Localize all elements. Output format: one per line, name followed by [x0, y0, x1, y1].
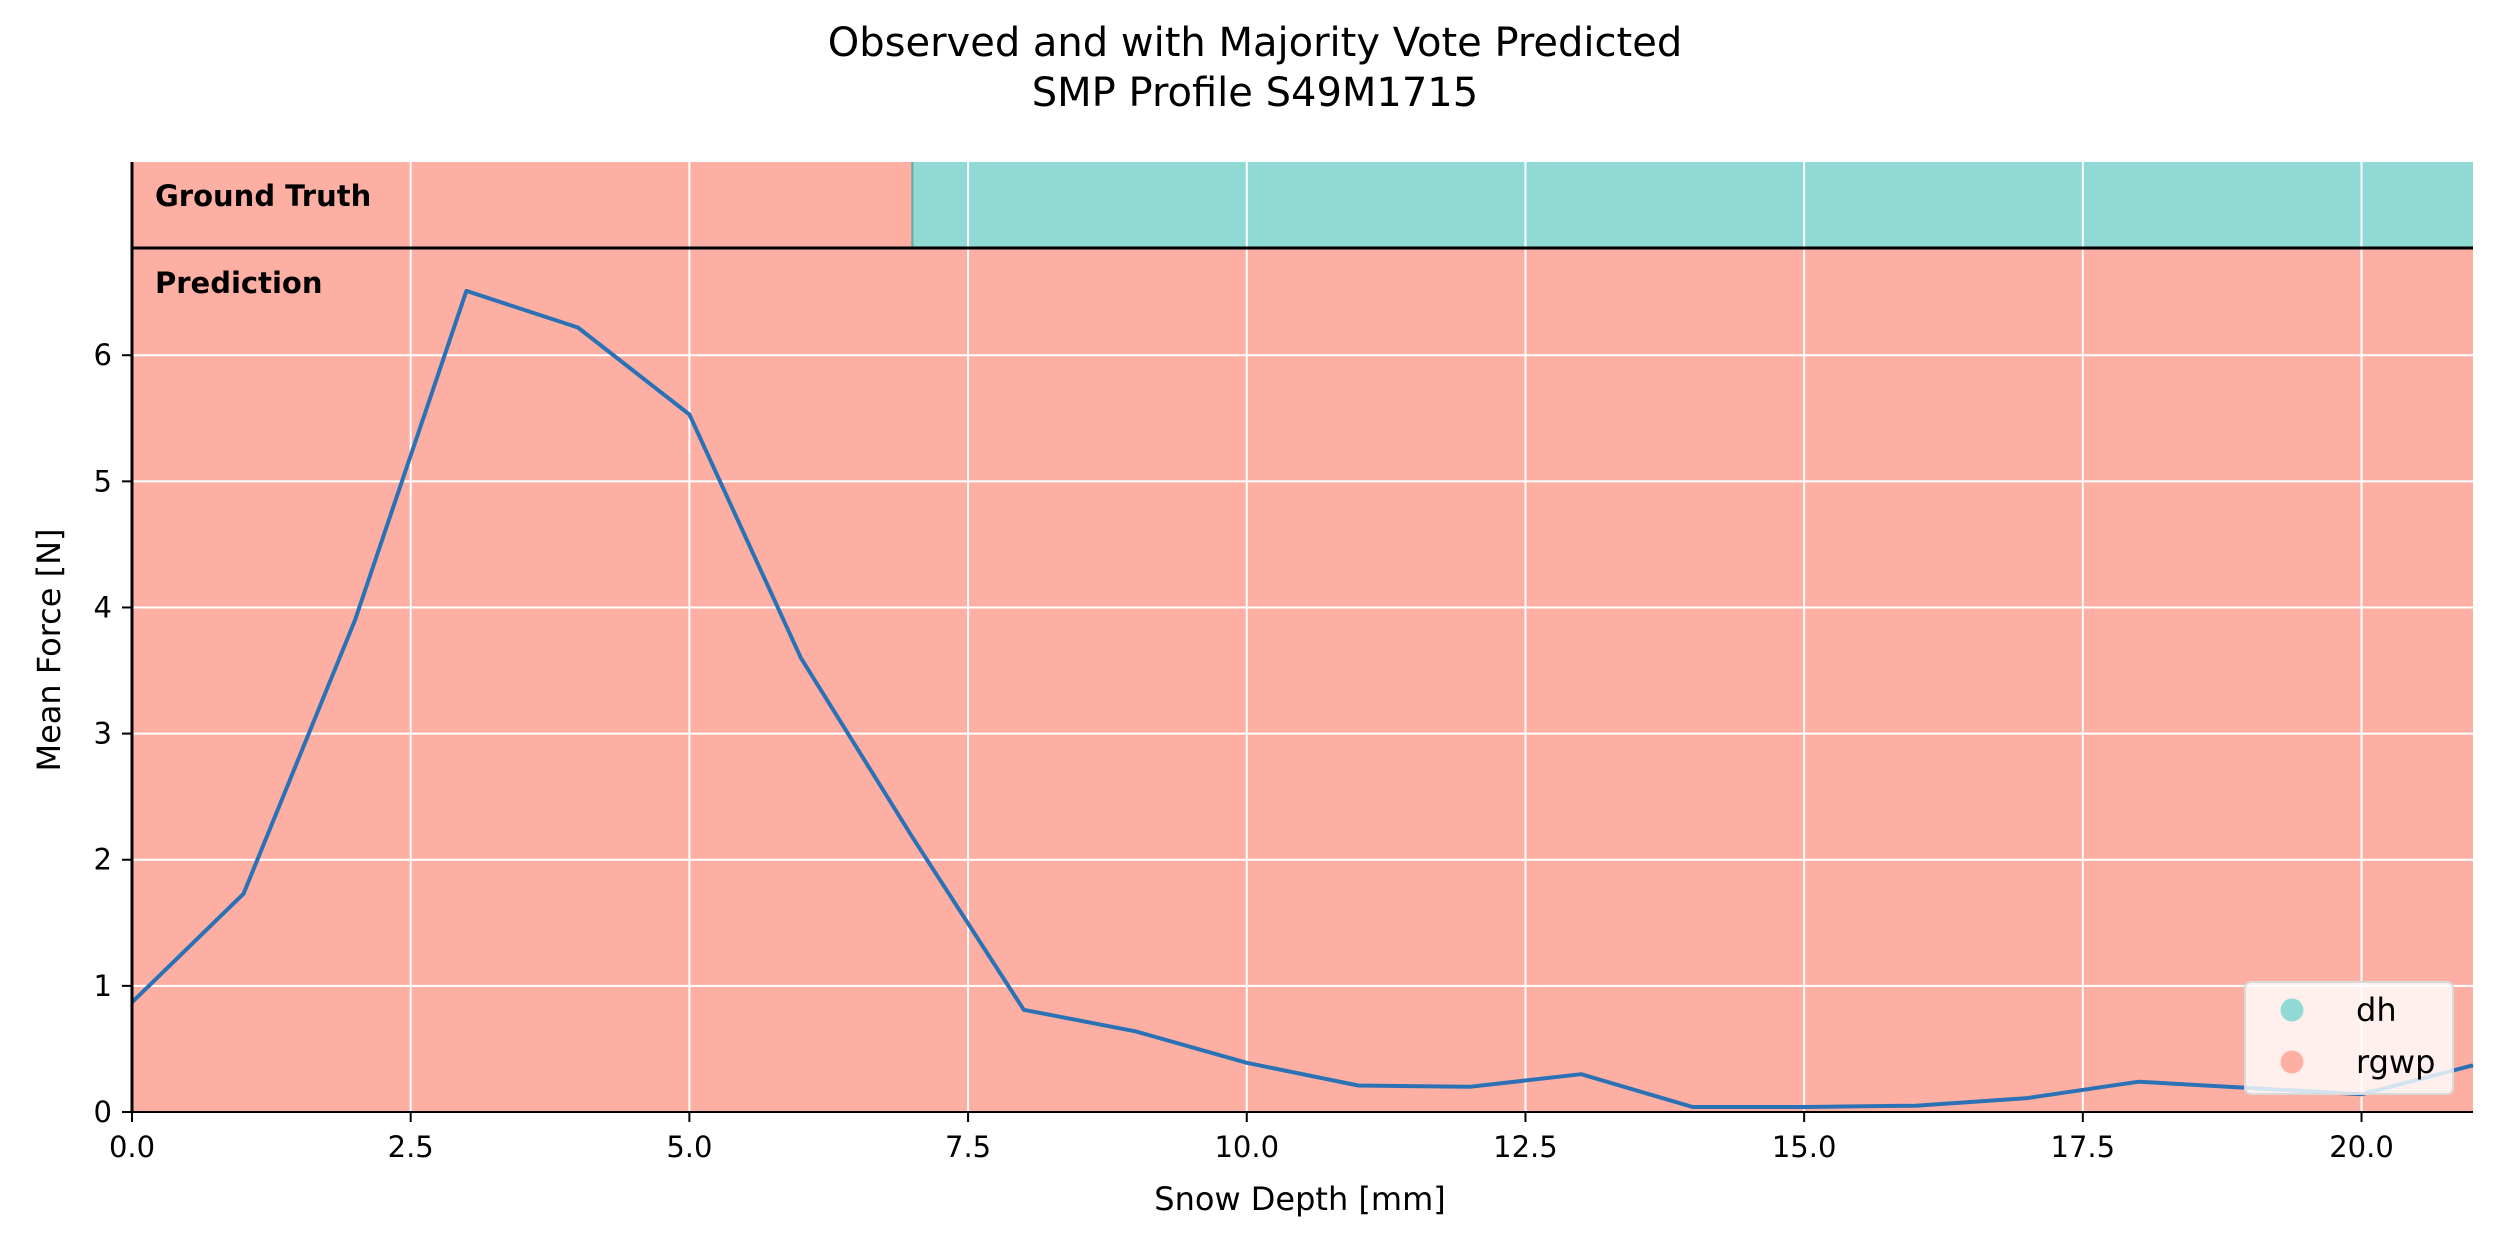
data-point: [1023, 1009, 1025, 1011]
x-tick-label: 10.0: [1214, 1130, 1279, 1164]
legend: dh rgwp: [2244, 981, 2454, 1095]
x-tick-label: 20.0: [2329, 1130, 2394, 1164]
data-point: [911, 836, 913, 838]
y-tick-label: 3: [94, 717, 112, 751]
y-tick-label: 5: [94, 464, 112, 498]
data-point: [577, 326, 579, 328]
x-tick-label: 0.0: [109, 1130, 155, 1164]
ground-truth-band: [132, 162, 2474, 248]
x-tick-label: 2.5: [388, 1130, 434, 1164]
data-point: [354, 619, 356, 621]
force-series: [130, 288, 2474, 1109]
legend-marker-dh: [2280, 998, 2304, 1022]
y-ticks: 0 1 2 3 4 5 6: [94, 338, 132, 1129]
y-tick-label: 2: [94, 843, 112, 877]
data-point: [1692, 1106, 1694, 1108]
x-tick-label: 12.5: [1493, 1130, 1558, 1164]
data-point: [1469, 1086, 1471, 1088]
y-tick-label: 4: [94, 590, 112, 624]
x-tick-label: 15.0: [1772, 1130, 1837, 1164]
x-tick-label: 7.5: [945, 1130, 991, 1164]
y-axis-label: Mean Force [N]: [30, 528, 68, 771]
data-point: [2026, 1097, 2028, 1099]
force-line: [130, 288, 2474, 1109]
prediction-label: Prediction: [155, 266, 323, 300]
legend-label-rgwp: rgwp: [2356, 1043, 2435, 1081]
grid: [132, 162, 2473, 1112]
data-point: [688, 413, 690, 415]
x-tick-label: 17.5: [2051, 1130, 2116, 1164]
data-point: [1803, 1106, 1805, 1108]
chart-title: Observed and with Majority Vote Predicte…: [828, 20, 1682, 66]
x-axis-label: Snow Depth [mm]: [1154, 1180, 1445, 1218]
x-tick-label: 5.0: [666, 1130, 712, 1164]
data-point: [2472, 1064, 2474, 1066]
y-tick-label: 1: [94, 969, 112, 1003]
gt-segment-dh: [912, 162, 2474, 248]
prediction-segment-rgwp: [132, 248, 2473, 1112]
data-point: [1580, 1073, 1582, 1075]
legend-label-dh: dh: [2356, 991, 2397, 1029]
y-tick-label: 0: [94, 1095, 112, 1129]
data-point: [2138, 1081, 2140, 1083]
legend-marker-rgwp: [2280, 1050, 2304, 1074]
data-point: [1357, 1085, 1359, 1087]
prediction-band: [132, 248, 2473, 1112]
gt-label: Ground Truth: [155, 179, 371, 213]
data-point: [465, 290, 467, 292]
gt-segment-rgwp: [132, 162, 913, 248]
data-point: [242, 893, 244, 895]
data-point: [1134, 1030, 1136, 1032]
data-point: [800, 657, 802, 659]
data-point: [1915, 1105, 1917, 1107]
chart-subtitle: SMP Profile S49M1715: [1032, 70, 1478, 116]
data-point: [1246, 1062, 1248, 1064]
x-ticks: 0.0 2.5 5.0 7.5 10.0 12.5 15.0 17.5 20.0: [109, 1112, 2394, 1164]
y-tick-label: 6: [94, 338, 112, 372]
